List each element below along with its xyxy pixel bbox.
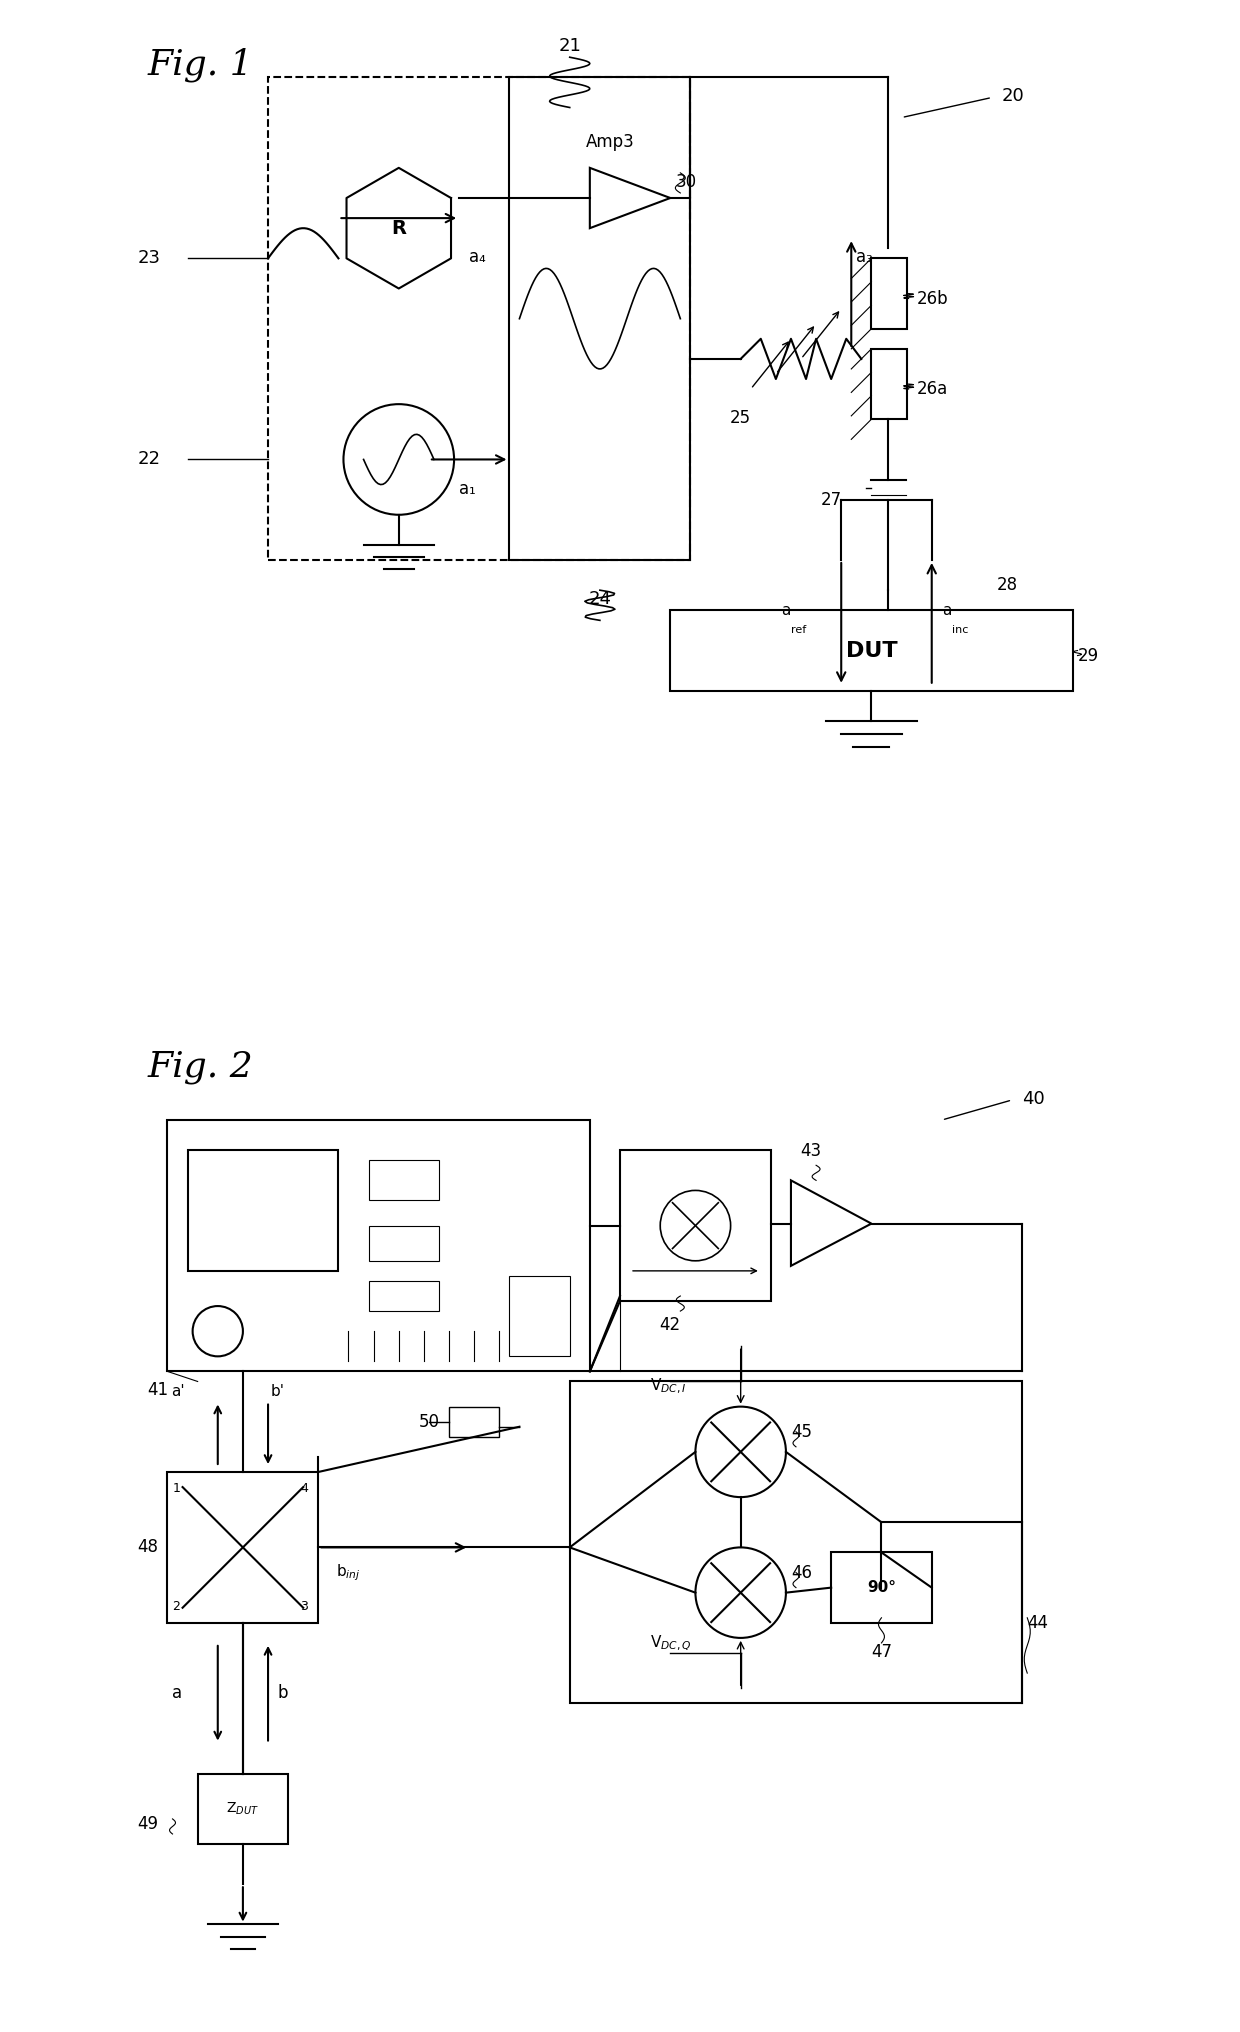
Text: 22: 22 xyxy=(138,451,160,469)
Bar xyxy=(197,1774,288,1845)
Text: Fig. 1: Fig. 1 xyxy=(148,47,253,81)
Bar xyxy=(831,1552,931,1624)
Text: 27: 27 xyxy=(821,490,842,508)
Bar xyxy=(187,1150,339,1270)
Text: a₄: a₄ xyxy=(469,248,486,266)
Text: 25: 25 xyxy=(730,408,751,427)
Text: 50: 50 xyxy=(418,1412,439,1431)
Text: Fig. 2: Fig. 2 xyxy=(148,1051,253,1083)
Text: R: R xyxy=(392,219,407,238)
Text: V$_{DC,I}$: V$_{DC,I}$ xyxy=(650,1378,687,1396)
Text: 1: 1 xyxy=(172,1481,180,1496)
Bar xyxy=(368,1160,439,1201)
Text: Amp3: Amp3 xyxy=(585,132,635,150)
Bar xyxy=(368,1225,439,1260)
Text: a: a xyxy=(172,1685,182,1703)
Text: 24: 24 xyxy=(589,589,611,608)
Text: 49: 49 xyxy=(138,1815,159,1833)
Bar xyxy=(872,258,906,329)
Text: 30: 30 xyxy=(676,173,697,191)
Text: 45: 45 xyxy=(791,1422,812,1441)
Bar xyxy=(167,1471,319,1624)
Text: a₁: a₁ xyxy=(459,480,476,498)
Bar xyxy=(872,350,906,419)
Text: 40: 40 xyxy=(1022,1089,1045,1107)
Text: 48: 48 xyxy=(138,1538,159,1557)
Text: a: a xyxy=(781,604,790,618)
Text: 3: 3 xyxy=(300,1599,309,1613)
Text: a': a' xyxy=(171,1384,185,1400)
Bar xyxy=(368,1280,439,1311)
Text: 28: 28 xyxy=(997,577,1018,593)
Text: 26b: 26b xyxy=(916,291,949,307)
Text: 26a: 26a xyxy=(916,380,947,398)
Text: inc: inc xyxy=(952,626,968,636)
Text: 43: 43 xyxy=(801,1142,822,1160)
Text: 23: 23 xyxy=(138,250,160,268)
Text: a₃: a₃ xyxy=(857,248,873,266)
Text: 47: 47 xyxy=(870,1644,892,1660)
Bar xyxy=(510,77,691,561)
Text: b: b xyxy=(278,1685,289,1703)
Text: a: a xyxy=(942,604,951,618)
Bar xyxy=(167,1120,590,1372)
Text: 90°: 90° xyxy=(867,1581,897,1595)
Text: 21: 21 xyxy=(558,37,582,55)
Text: 44: 44 xyxy=(1027,1613,1048,1632)
Bar xyxy=(620,1150,771,1300)
Bar xyxy=(671,610,1073,691)
Text: ref: ref xyxy=(791,626,806,636)
Text: 46: 46 xyxy=(791,1563,812,1581)
Text: 42: 42 xyxy=(660,1317,681,1335)
Text: 41: 41 xyxy=(148,1382,169,1400)
Text: 4: 4 xyxy=(300,1481,309,1496)
Text: V$_{DC,Q}$: V$_{DC,Q}$ xyxy=(650,1634,692,1652)
Text: b': b' xyxy=(272,1384,285,1400)
Bar xyxy=(449,1406,500,1437)
Text: DUT: DUT xyxy=(846,640,898,660)
Text: 2: 2 xyxy=(172,1599,180,1613)
Text: Z$_{DUT}$: Z$_{DUT}$ xyxy=(227,1800,259,1817)
Text: b$_{inj}$: b$_{inj}$ xyxy=(336,1563,361,1583)
Text: 29: 29 xyxy=(1078,646,1099,664)
Text: 20: 20 xyxy=(1002,87,1025,106)
Bar xyxy=(569,1382,1022,1703)
Bar xyxy=(510,1276,569,1355)
